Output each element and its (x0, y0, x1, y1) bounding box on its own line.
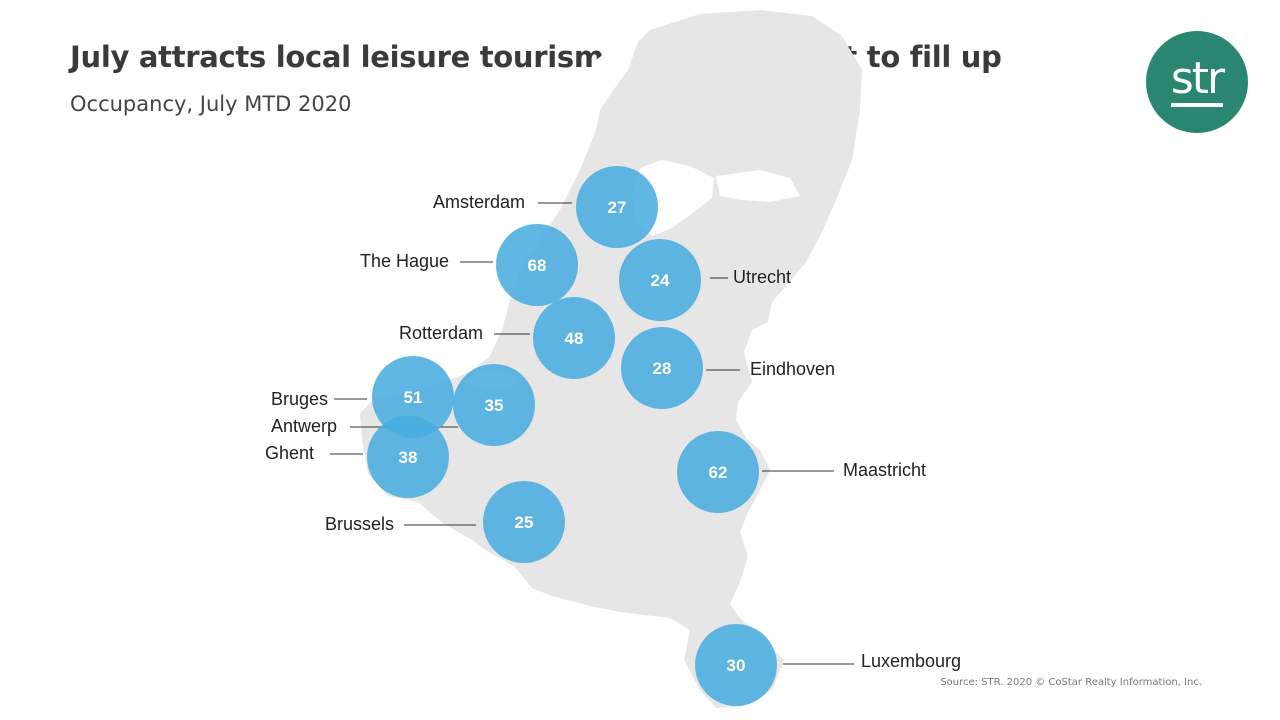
marker-antwerp (453, 364, 535, 446)
page-subtitle: Occupancy, July MTD 2020 (70, 92, 352, 116)
city-label-bruges: Bruges (271, 389, 329, 409)
marker-value-eindhoven: 28 (653, 359, 672, 378)
city-label-antwerp: Antwerp (271, 416, 338, 436)
city-label-luxembourg: Luxembourg (861, 651, 962, 671)
logo-text: str (1170, 57, 1225, 107)
marker-value-luxembourg: 30 (727, 656, 746, 675)
marker-value-amsterdam: 27 (608, 198, 627, 217)
city-label-rotterdam: Rotterdam (399, 323, 484, 343)
marker-value-the-hague: 68 (528, 256, 547, 275)
marker-amsterdam (576, 166, 658, 248)
marker-utrecht (619, 239, 701, 321)
marker-value-ghent: 38 (399, 448, 418, 467)
wadden-sea (596, 36, 640, 110)
marker-ghent (367, 416, 449, 498)
marker-eindhoven (621, 327, 703, 409)
marker-value-maastricht: 62 (709, 463, 728, 482)
marker-luxembourg (695, 624, 777, 706)
marker-bruges (372, 356, 454, 438)
marker-the-hague (496, 224, 578, 306)
marker-rotterdam (533, 297, 615, 379)
city-label-utrecht: Utrecht (733, 267, 792, 287)
city-label-maastricht: Maastricht (843, 460, 927, 480)
str-logo: str (1146, 31, 1248, 133)
city-label-ghent: Ghent (265, 443, 315, 463)
city-label-eindhoven: Eindhoven (750, 359, 836, 379)
city-markers: 27 68 24 48 28 51 35 38 62 25 30 (367, 166, 777, 706)
marker-value-utrecht: 24 (651, 271, 670, 290)
marker-value-bruges: 51 (404, 388, 423, 407)
marker-value-rotterdam: 48 (565, 329, 584, 348)
marker-value-antwerp: 35 (485, 396, 504, 415)
markermeer (716, 170, 800, 202)
marker-value-brussels: 25 (515, 513, 534, 532)
city-label-amsterdam: Amsterdam (433, 192, 526, 212)
city-label-the-hague: The Hague (360, 251, 450, 271)
source-note: Source: STR. 2020 © CoStar Realty Inform… (940, 677, 1202, 688)
city-label-brussels: Brussels (325, 514, 395, 534)
marker-maastricht (677, 431, 759, 513)
marker-brussels (483, 481, 565, 563)
